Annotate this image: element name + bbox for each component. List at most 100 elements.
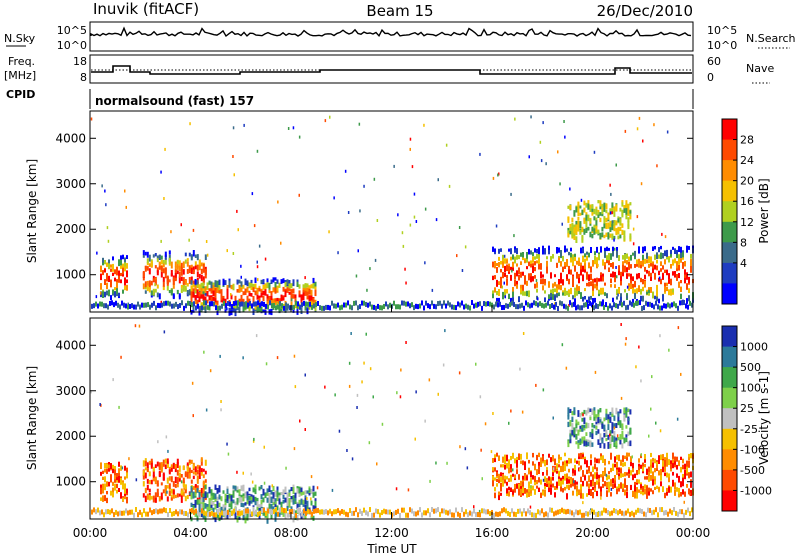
data-cell xyxy=(506,454,508,462)
data-cell xyxy=(142,475,145,480)
ground-cell xyxy=(455,507,457,513)
data-cell xyxy=(630,254,632,261)
ground-cell xyxy=(309,301,311,307)
data-cell xyxy=(568,484,570,491)
ground-cell xyxy=(575,305,577,311)
data-cell xyxy=(558,257,560,262)
data-speck xyxy=(609,211,612,215)
data-cell xyxy=(160,492,163,500)
power-colorbar-label: Power [dB] xyxy=(757,178,771,243)
data-cell xyxy=(580,269,582,276)
data-cell xyxy=(586,469,588,474)
ground-cell xyxy=(641,305,643,311)
ground-cell xyxy=(259,510,261,516)
data-cell xyxy=(680,258,682,263)
ground-cell xyxy=(583,512,585,518)
data-cell xyxy=(498,256,500,261)
data-cell xyxy=(300,297,303,301)
data-cell xyxy=(564,290,566,296)
data-speck xyxy=(182,490,184,494)
data-cell xyxy=(674,274,676,278)
data-cell xyxy=(612,478,614,484)
ground-cell xyxy=(309,509,311,515)
data-cell xyxy=(568,278,570,285)
data-cell xyxy=(682,252,684,258)
data-cell xyxy=(162,285,165,291)
data-speck xyxy=(424,419,426,423)
data-speck xyxy=(180,223,182,227)
data-cell xyxy=(577,431,580,436)
data-cell xyxy=(558,247,560,253)
ground-cell xyxy=(245,508,247,514)
ground-cell xyxy=(141,512,143,518)
ground-cell xyxy=(599,301,601,307)
data-cell xyxy=(596,490,598,497)
data-cell xyxy=(228,307,231,311)
data-speck xyxy=(164,147,166,151)
data-cell xyxy=(680,466,682,473)
data-cell xyxy=(590,459,592,466)
data-cell xyxy=(550,478,552,485)
ground-cell xyxy=(553,304,555,310)
data-cell xyxy=(574,298,576,306)
data-cell xyxy=(182,477,185,484)
data-cell xyxy=(210,504,213,508)
data-cell xyxy=(558,459,560,464)
data-cell xyxy=(232,499,235,504)
data-cell xyxy=(562,465,564,472)
data-cell xyxy=(194,295,197,301)
data-cell xyxy=(592,492,594,499)
data-cell xyxy=(634,292,636,300)
data-cell xyxy=(246,513,249,521)
data-cell xyxy=(214,291,217,299)
data-cell xyxy=(116,477,118,481)
ground-cell xyxy=(343,509,345,515)
data-speck xyxy=(535,383,537,387)
data-cell xyxy=(534,476,536,482)
ground-cell xyxy=(467,512,469,518)
data-speck xyxy=(365,332,367,336)
data-cell xyxy=(154,497,157,503)
data-cell xyxy=(538,247,540,255)
data-cell xyxy=(648,270,650,277)
data-cell xyxy=(182,277,185,285)
data-cell xyxy=(664,465,666,472)
data-cell xyxy=(571,227,574,233)
data-cell xyxy=(666,269,668,276)
data-cell xyxy=(574,470,576,476)
data-speck xyxy=(157,440,159,444)
data-cell xyxy=(540,462,542,467)
data-speck xyxy=(299,419,301,423)
ground-cell xyxy=(201,305,203,311)
ground-cell xyxy=(557,509,559,515)
data-cell xyxy=(184,484,187,490)
ground-cell xyxy=(407,512,409,518)
data-cell xyxy=(226,495,229,501)
data-cell xyxy=(606,490,608,497)
data-speck xyxy=(232,126,235,130)
data-cell xyxy=(152,470,155,477)
colorbar-tick-label: -1000 xyxy=(740,484,772,497)
data-cell xyxy=(611,435,614,442)
ground-cell xyxy=(135,304,137,310)
data-cell xyxy=(548,486,550,493)
data-cell xyxy=(120,272,122,277)
data-cell xyxy=(664,459,666,467)
ground-cell xyxy=(539,510,541,516)
data-cell xyxy=(666,452,668,460)
ground-cell xyxy=(677,511,679,517)
data-cell xyxy=(298,493,301,497)
data-cell xyxy=(577,442,580,449)
data-cell xyxy=(614,456,616,463)
data-cell xyxy=(578,454,580,460)
data-speck xyxy=(252,439,255,443)
data-cell xyxy=(526,489,528,493)
data-cell xyxy=(686,484,688,488)
ground-cell xyxy=(583,302,585,308)
data-cell xyxy=(560,477,562,481)
data-cell xyxy=(686,245,688,250)
data-cell xyxy=(230,504,233,510)
data-cell xyxy=(170,494,173,500)
ground-cell xyxy=(137,301,139,307)
data-cell xyxy=(530,477,532,484)
